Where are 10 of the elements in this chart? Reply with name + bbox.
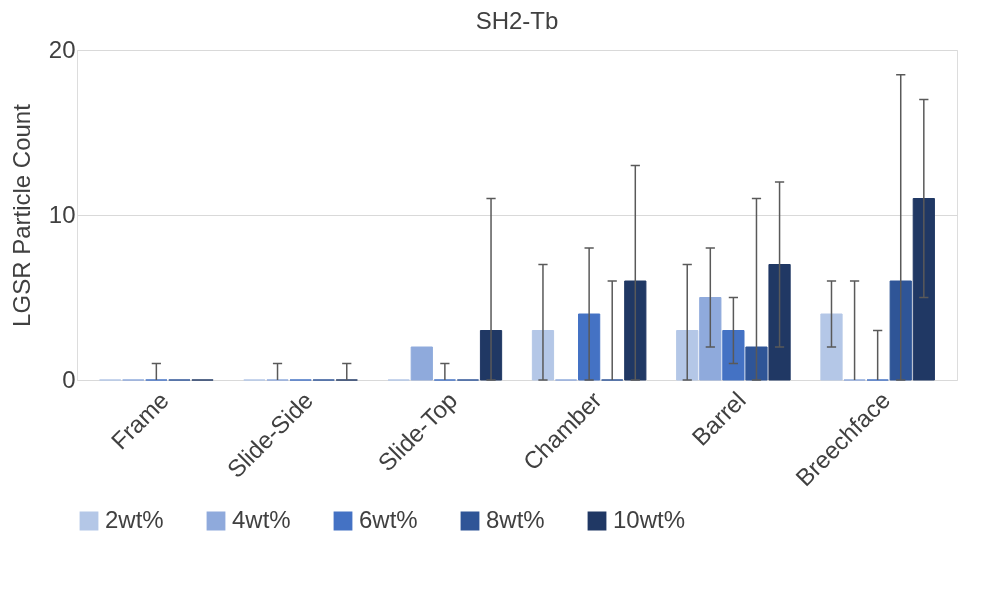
chart-title: SH2-Tb [475, 7, 559, 34]
y-tick-label: 0 [62, 365, 76, 393]
legend-label: 6wt% [359, 506, 418, 533]
y-tick-label: 10 [48, 200, 76, 228]
y-tick-label: 20 [48, 35, 76, 63]
legend-label: 2wt% [105, 506, 164, 533]
legend-label: 8wt% [486, 506, 545, 533]
legend-label: 10wt% [613, 506, 686, 533]
legend-label: 4wt% [232, 506, 291, 533]
y-axis-title: LGSR Particle Count [7, 103, 35, 327]
